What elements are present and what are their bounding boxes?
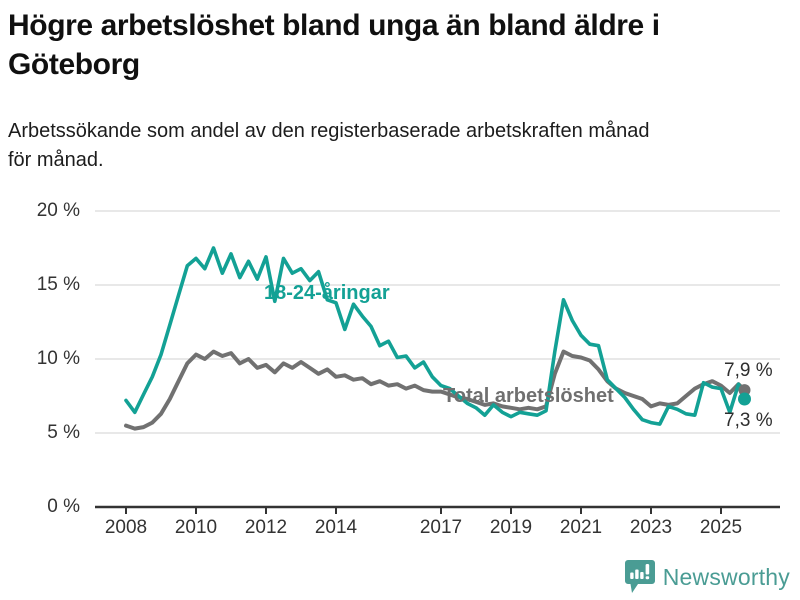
x-axis-tick-label: 2025 [699,517,743,538]
y-axis-tick-label: 5 % [47,422,80,443]
newsworthy-brand-text: Newsworthy [662,563,790,590]
y-axis-tick-label: 20 % [36,200,80,221]
x-axis-tick-label: 2017 [419,517,463,538]
series-label-total: Total arbetslöshet [443,385,614,407]
newsworthy-logo-icon [624,559,655,593]
x-axis-tick-label: 2008 [104,517,148,538]
x-axis-tick-label: 2019 [489,517,533,538]
y-axis-tick-label: 15 % [36,274,80,295]
x-axis-tick-label: 2012 [244,517,288,538]
series-end-dot-Total arbetslöshet [738,384,751,397]
y-axis-tick-label: 0 % [47,496,80,517]
end-value-label-youth: 7,3 % [724,410,773,431]
page-title-line2: Göteborg [8,48,140,81]
page-subtitle-line1: Arbetssökande som andel av den registerb… [8,120,650,142]
x-axis-tick-label: 2014 [314,517,358,538]
x-axis-tick-label: 2021 [559,517,603,538]
page-title-line1: Högre arbetslöshet bland unga än bland ä… [8,9,660,42]
series-line-18-24-åringar [124,246,747,426]
page-title: Högre arbetslöshet bland unga än bland ä… [8,6,792,84]
series-end-dot-18-24-åringar [738,392,751,406]
x-axis-tick-label: 2010 [174,517,218,538]
x-axis-tick-label: 2023 [629,517,673,538]
page-subtitle-line2: för månad. [8,149,104,171]
y-axis-tick-label: 10 % [36,348,80,369]
newsworthy-brand-link[interactable]: Newsworthy [624,558,790,596]
page-subtitle: Arbetssökande som andel av den registerb… [8,117,792,175]
series-line-Total arbetslöshet [124,349,747,431]
series-label-youth: 18-24-åringar [264,282,390,304]
end-value-label-total: 7,9 % [724,360,773,381]
